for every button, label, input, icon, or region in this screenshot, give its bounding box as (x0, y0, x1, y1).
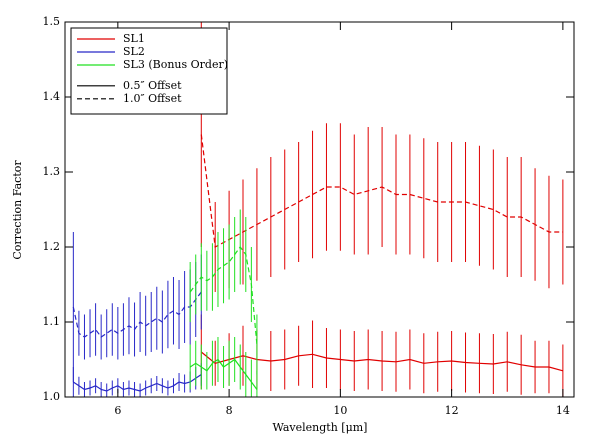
x-tick-label: 12 (445, 404, 459, 417)
y-tick-label: 1.1 (43, 315, 61, 328)
legend-label: SL3 (Bonus Order) (123, 58, 228, 71)
y-tick-label: 1.3 (43, 165, 61, 178)
legend-label: 0.5″ Offset (123, 79, 182, 92)
series-line (200, 351, 564, 372)
y-axis-label: Correction Factor (11, 160, 24, 260)
legend-label: 1.0″ Offset (123, 92, 182, 105)
y-tick-label: 1.0 (43, 390, 61, 403)
series-line (72, 291, 202, 338)
series-line (189, 358, 258, 390)
series-line (72, 374, 202, 392)
x-tick-label: 10 (333, 404, 347, 417)
legend-box (70, 27, 228, 115)
y-tick-label: 1.4 (43, 90, 61, 103)
x-axis-label: Wavelength [μm] (273, 421, 368, 434)
plot-frame (64, 21, 575, 398)
legend-label: SL1 (123, 32, 145, 45)
x-tick-label: 14 (556, 404, 570, 417)
series-line (200, 134, 563, 248)
y-tick-label: 1.2 (43, 240, 61, 253)
legend-label: SL2 (123, 45, 145, 58)
series-line (189, 245, 258, 345)
x-tick-label: 6 (114, 404, 121, 417)
x-tick-label: 8 (226, 404, 233, 417)
y-tick-label: 1.5 (43, 15, 61, 28)
